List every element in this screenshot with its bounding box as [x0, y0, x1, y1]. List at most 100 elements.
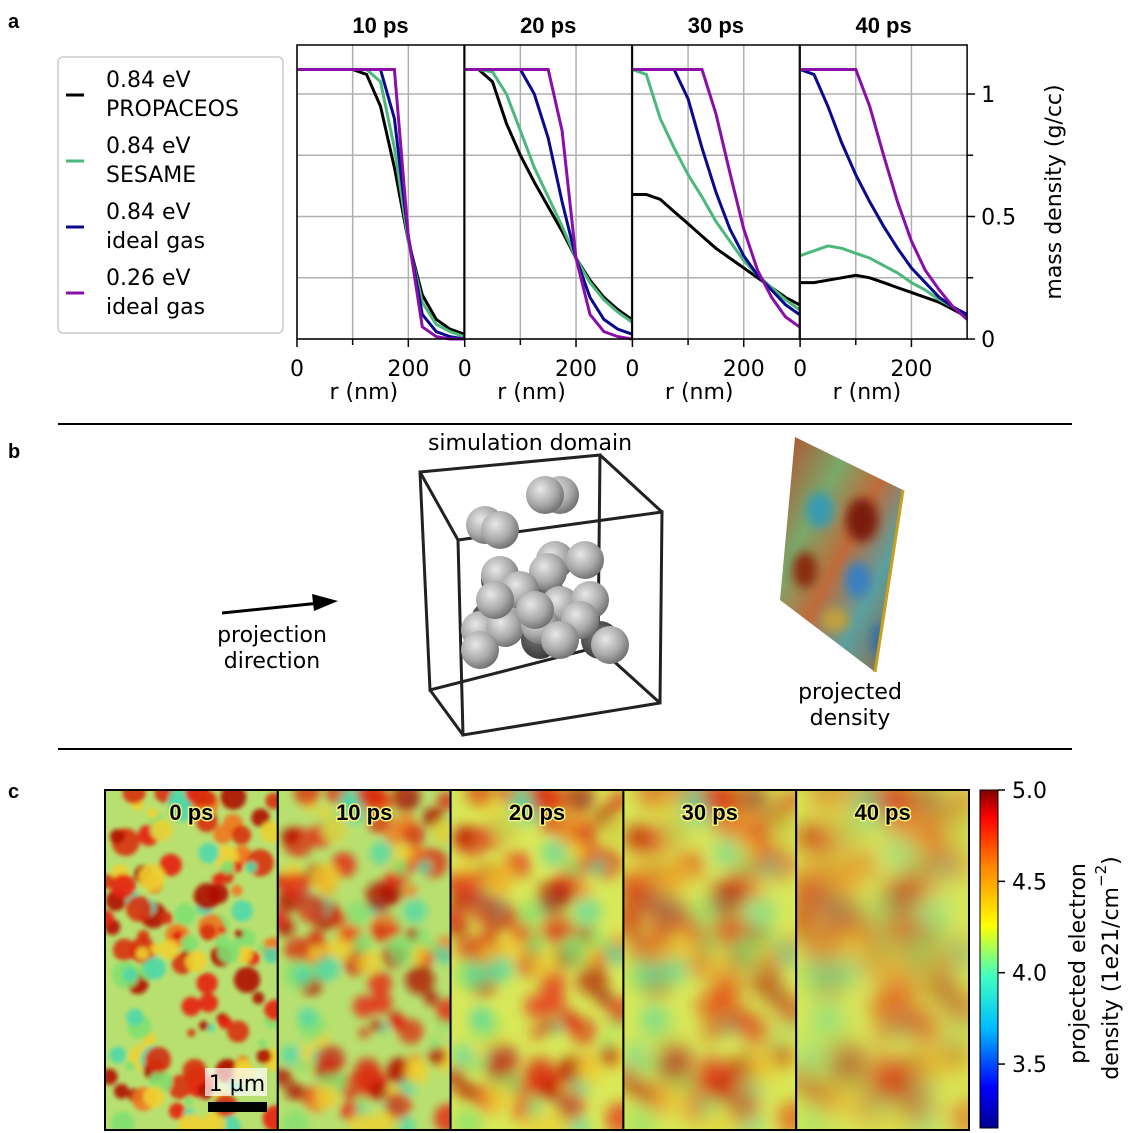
heatmap-blob: [574, 897, 602, 925]
heatmap-blob: [245, 861, 258, 873]
heatmap-blob: [770, 1044, 795, 1069]
heatmap-blob: [144, 1046, 172, 1073]
heatmap-blob: [277, 908, 289, 928]
heatmap-blob: [489, 804, 507, 822]
heatmap-blob: [930, 855, 955, 879]
heatmap-blob: [151, 819, 173, 842]
heatmap-blob: [206, 1023, 216, 1033]
heatmap-blob: [436, 791, 451, 811]
heatmap-blob: [355, 1095, 368, 1108]
heatmap-blob: [173, 930, 183, 940]
heatmap-blob: [405, 965, 435, 995]
heatmap-blob: [745, 880, 766, 901]
heatmap-blob: [732, 1011, 755, 1034]
heatmap-blob: [252, 991, 265, 1005]
frame-title: 10 ps: [336, 800, 392, 825]
data-line: [800, 273, 968, 319]
heatmap-blob: [639, 891, 675, 927]
heatmap-blob: [110, 873, 136, 899]
heatmap-blob: [185, 950, 208, 973]
heatmap-blob: [416, 859, 432, 875]
heatmap-blob: [220, 790, 247, 810]
heatmap-blob: [664, 814, 696, 846]
colorbar-label-line: density (1e21/cm: [1099, 887, 1124, 1080]
heatmap-blob: [606, 944, 624, 967]
heatmap-blob: [657, 1081, 688, 1113]
heatmap-blob: [264, 999, 278, 1022]
heatmap-blob: [451, 1043, 475, 1067]
heatmap-blob: [297, 894, 327, 924]
heatmap-blob: [218, 925, 227, 935]
heatmap-blob: [296, 1059, 310, 1073]
sphere: [476, 581, 514, 619]
heatmap-blob: [159, 939, 179, 960]
data-line: [799, 68, 968, 316]
arrow-head: [312, 594, 338, 611]
heatmap-blob: [602, 818, 624, 846]
scale-bar-label: 1 µm: [209, 1072, 265, 1097]
sphere: [526, 476, 564, 514]
heatmap-blob: [524, 993, 550, 1020]
x-tick-label: 0: [458, 357, 472, 382]
heatmap-blob: [198, 993, 219, 1013]
colorbar-label-end: ): [1099, 856, 1124, 865]
heatmap-blob: [844, 933, 876, 966]
heatmap-blob: [811, 1002, 841, 1033]
heatmap-blob: [536, 880, 569, 913]
heatmap-blob: [122, 967, 137, 982]
heatmap-blob: [712, 838, 742, 868]
heatmap-blob: [710, 968, 741, 999]
heatmap-blob: [691, 1109, 727, 1130]
heatmap-blob: [331, 910, 348, 926]
heatmap-blob: [435, 998, 451, 1023]
heatmap-blob: [212, 873, 224, 885]
projection-label: projected: [798, 680, 902, 705]
y-tick-label: 1: [981, 83, 995, 108]
panel-title: 40 ps: [855, 13, 911, 38]
heatmap-blob: [945, 815, 970, 849]
heatmap-blob: [391, 790, 421, 812]
heatmap-blob: [574, 822, 600, 848]
heatmap-blob: [777, 943, 797, 968]
sphere: [541, 621, 579, 659]
heatmap-blob: [309, 862, 340, 893]
heatmap-blob: [105, 1068, 118, 1085]
heatmap-blob: [168, 1074, 193, 1100]
heatmap-blob: [697, 1092, 717, 1111]
legend-label: ideal gas: [106, 229, 205, 254]
colorbar-tick-label: 5.0: [1012, 779, 1047, 804]
heatmap-blob: [281, 827, 299, 846]
heatmap-blob: [731, 935, 764, 968]
frame-title: 40 ps: [854, 800, 910, 825]
heatmap-blob: [776, 1100, 797, 1130]
x-tick-label: 200: [723, 357, 765, 382]
heatmap-blob: [796, 1105, 832, 1130]
heatmap-blob: [403, 824, 426, 847]
heatmap-blob: [352, 995, 376, 1018]
heatmap-blob: [277, 873, 290, 891]
heatmap-blob: [560, 937, 590, 967]
heatmap-blob: [231, 900, 253, 922]
heatmap-blob: [796, 868, 813, 895]
legend-label: 0.26 eV: [106, 266, 191, 291]
heatmap-blob: [884, 917, 914, 947]
heatmap-blob: [903, 1009, 930, 1036]
heatmap-blob: [695, 992, 724, 1021]
heatmap-blob: [830, 1040, 869, 1079]
heatmap-blob: [727, 1089, 761, 1122]
data-line: [464, 68, 633, 321]
frame-title: 20 ps: [509, 800, 565, 825]
heatmap-blob: [525, 1055, 556, 1086]
heatmap-blob: [125, 895, 152, 922]
data-line: [632, 68, 801, 329]
heatmap-blob: [143, 957, 166, 980]
heatmap-blob: [109, 1046, 127, 1064]
heatmap-blob: [349, 1112, 379, 1130]
heatmap-blob: [126, 1008, 144, 1027]
legend-label: SESAME: [106, 163, 196, 188]
heatmap-blob: [745, 821, 775, 850]
heatmap-blob: [105, 874, 116, 889]
heatmap-blob: [263, 947, 278, 964]
heatmap-blob: [285, 1082, 304, 1101]
